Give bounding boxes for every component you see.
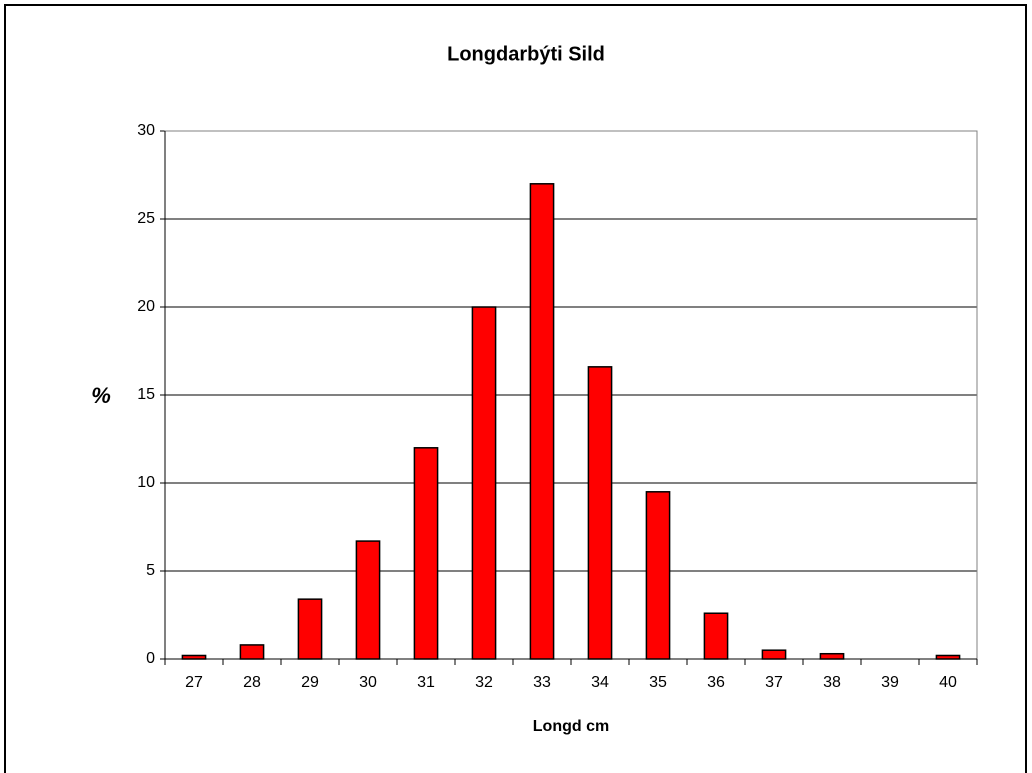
bar — [239, 644, 265, 660]
x-tick-label: 35 — [649, 674, 667, 691]
x-tick-label: 30 — [359, 674, 377, 691]
bar — [819, 652, 845, 660]
x-tick-label: 29 — [301, 674, 319, 691]
bar — [761, 649, 787, 660]
y-tick-label: 0 — [146, 650, 155, 667]
x-tick-label: 34 — [591, 674, 609, 691]
chart-title: Longdarbýti Sild — [447, 43, 605, 65]
x-tick-label: 31 — [417, 674, 435, 691]
y-tick-label: 25 — [137, 210, 155, 227]
bar — [297, 598, 323, 660]
bar — [703, 612, 729, 660]
bar — [645, 491, 671, 660]
x-tick-label: 39 — [881, 674, 899, 691]
y-tick-label: 10 — [137, 474, 155, 491]
bar — [529, 183, 555, 660]
x-tick-label: 38 — [823, 674, 841, 691]
y-tick-label: 5 — [146, 562, 155, 579]
bar — [471, 306, 497, 660]
bar — [587, 366, 613, 660]
x-tick-label: 27 — [185, 674, 203, 691]
bar — [355, 540, 381, 660]
x-tick-label: 32 — [475, 674, 493, 691]
x-tick-label: 28 — [243, 674, 261, 691]
y-tick-label: 20 — [137, 298, 155, 315]
y-tick-label: 30 — [137, 122, 155, 139]
y-axis-label: % — [91, 383, 111, 408]
bar — [413, 447, 439, 660]
bar — [181, 654, 207, 660]
x-axis-label: Longd cm — [533, 718, 609, 735]
x-tick-label: 37 — [765, 674, 783, 691]
x-tick-label: 40 — [939, 674, 957, 691]
x-tick-label: 33 — [533, 674, 551, 691]
chart-frame — [4, 4, 1027, 773]
y-tick-label: 15 — [137, 386, 155, 403]
bar — [935, 654, 961, 660]
x-tick-label: 36 — [707, 674, 725, 691]
